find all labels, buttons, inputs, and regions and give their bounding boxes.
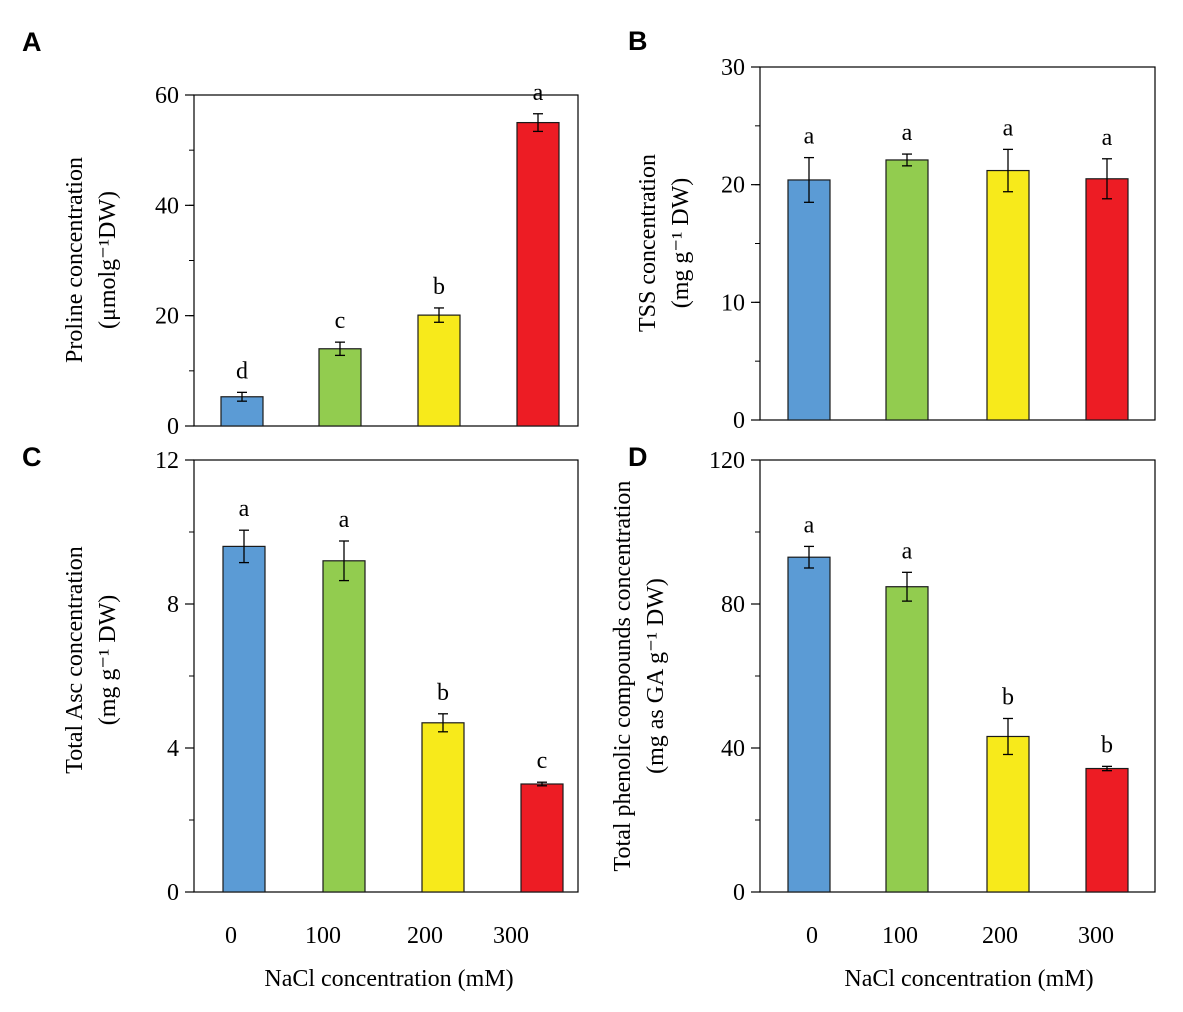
x-tick-label: 100 (882, 923, 918, 949)
significance-letter: a (339, 507, 350, 533)
y-axis-unit-label: (mg as GA g⁻¹ DW) (643, 578, 669, 774)
significance-letter: a (1003, 115, 1014, 141)
y-tick-label: 120 (709, 448, 745, 474)
x-tick-label: 200 (407, 923, 443, 949)
x-tick-label: 0 (806, 923, 818, 949)
bar-100 (318, 348, 362, 427)
panel-a: A 0 20 40 60 Proline concentration (μmolg⁻¹DW)… (22, 27, 579, 440)
significance-letter: a (804, 512, 815, 538)
y-tick-label: 80 (721, 592, 745, 618)
x-tick-label: 200 (982, 923, 1018, 949)
y-tick-label: 40 (721, 736, 745, 762)
bar-100 (885, 586, 929, 893)
significance-letter: b (1002, 684, 1014, 710)
significance-letter: a (239, 496, 250, 522)
x-tick-label: 0 (225, 923, 237, 949)
y-tick-label: 40 (155, 193, 179, 219)
y-tick-label: 0 (733, 408, 745, 434)
bar-300 (520, 783, 564, 893)
y-tick-label: 12 (155, 448, 179, 474)
panel-letter: A (22, 27, 42, 57)
bar-300 (516, 121, 560, 427)
significance-letter: a (804, 124, 815, 150)
y-tick-label: 8 (167, 592, 179, 618)
bar-200 (417, 314, 461, 427)
significance-letter: b (437, 680, 449, 706)
significance-letter: b (433, 274, 445, 300)
y-axis-label: TSS concentration (635, 154, 661, 332)
significance-letter: a (533, 80, 544, 106)
significance-letter: b (1101, 732, 1113, 758)
significance-letter: c (335, 308, 346, 334)
y-tick-label: 4 (167, 736, 179, 762)
x-axis-label: NaCl concentration (mM) (264, 966, 513, 992)
bar-0 (787, 179, 831, 421)
y-tick-label: 10 (721, 290, 745, 316)
x-axis-label: NaCl concentration (mM) (844, 966, 1093, 992)
y-tick-label: 0 (167, 414, 179, 440)
y-tick-label: 60 (155, 83, 179, 109)
significance-letter: a (1102, 125, 1113, 151)
significance-letter: c (537, 748, 548, 774)
panel-letter: B (628, 26, 648, 56)
y-axis-unit-label: (μmolg⁻¹DW) (95, 191, 121, 329)
y-tick-label: 0 (733, 880, 745, 906)
bar-100 (885, 159, 929, 421)
y-axis-unit-label: (mg g⁻¹ DW) (668, 178, 694, 309)
y-axis-unit-label: (mg g⁻¹ DW) (95, 595, 121, 726)
bar-0 (222, 545, 266, 893)
panel-letter: C (22, 442, 42, 472)
y-axis-label: Total phenolic compounds concentration (610, 481, 636, 872)
bar-300 (1085, 178, 1129, 421)
x-tick-label: 300 (1078, 923, 1114, 949)
significance-letter: a (902, 120, 913, 146)
bar-200 (986, 169, 1030, 421)
y-axis-label: Proline concentration (62, 157, 88, 363)
y-axis-label: Total Asc concentration (62, 546, 88, 774)
bar-300 (1085, 767, 1129, 893)
bar-0 (787, 556, 831, 893)
bar-100 (322, 560, 366, 893)
bar-200 (421, 722, 465, 893)
y-tick-label: 0 (167, 880, 179, 906)
panel-b: B 0 10 20 30 TSS concentration (mg g⁻¹ DW) a a a a (628, 26, 1156, 434)
x-tick-label: 300 (493, 923, 529, 949)
y-tick-label: 20 (155, 304, 179, 330)
significance-letter: a (902, 538, 913, 564)
significance-letter: d (236, 358, 248, 384)
x-tick-label: 100 (305, 923, 341, 949)
bar-200 (986, 735, 1030, 893)
y-tick-label: 30 (721, 55, 745, 81)
panel-c: C 0 4 8 12 Total Asc concentration (mg g⁻¹ DW)… (22, 442, 579, 992)
y-tick-label: 20 (721, 173, 745, 199)
panel-d: D 0 40 80 120 Total phenolic compounds concen… (610, 442, 1156, 992)
panel-letter: D (628, 442, 648, 472)
